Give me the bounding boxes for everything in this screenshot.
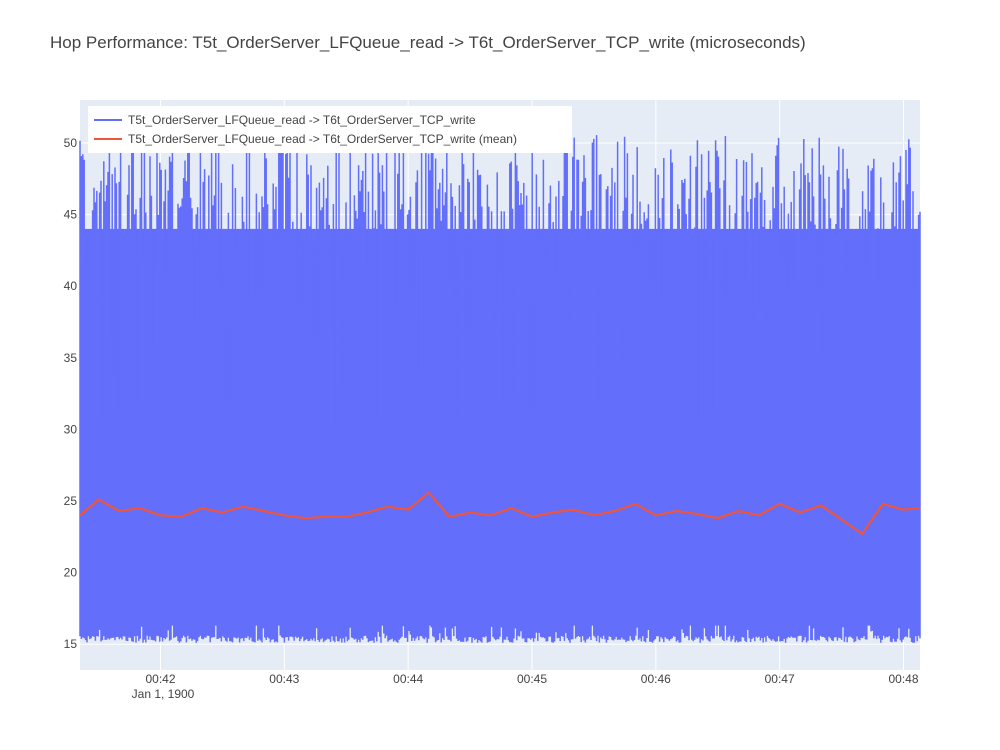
chart-title: Hop Performance: T5t_OrderServer_LFQueue… [50,33,806,52]
y-tick-label: 15 [64,637,78,651]
x-axis-ticks: 00:42 00:43 00:44 00:45 00:46 00:47 00:48 [145,672,918,686]
y-tick-label: 50 [64,136,78,150]
x-tick-label: 00:48 [888,672,918,686]
x-tick-label: 00:44 [393,672,423,686]
raw-series [79,134,921,643]
legend[interactable]: T5t_OrderServer_LFQueue_read -> T6t_Orde… [88,106,572,153]
y-tick-label: 30 [64,422,78,436]
y-tick-label: 20 [64,566,78,580]
legend-entry-raw[interactable]: T5t_OrderServer_LFQueue_read -> T6t_Orde… [128,113,476,127]
y-axis-ticks: 15 20 25 30 35 40 45 50 [64,136,78,651]
x-tick-label: 00:42 [145,672,175,686]
mean-series-line [79,490,921,536]
y-tick-label: 35 [64,351,78,365]
x-tick-label: 00:45 [517,672,547,686]
x-tick-label: 00:47 [765,672,795,686]
x-axis-date-label: Jan 1, 1900 [132,687,195,701]
legend-entry-mean[interactable]: T5t_OrderServer_LFQueue_read -> T6t_Orde… [128,132,517,146]
legend-box [88,106,572,153]
y-tick-label: 25 [64,494,78,508]
raw-series-line [79,134,921,643]
y-tick-label: 40 [64,279,78,293]
x-tick-label: 00:46 [641,672,671,686]
x-tick-label: 00:43 [269,672,299,686]
y-tick-label: 45 [64,208,78,222]
